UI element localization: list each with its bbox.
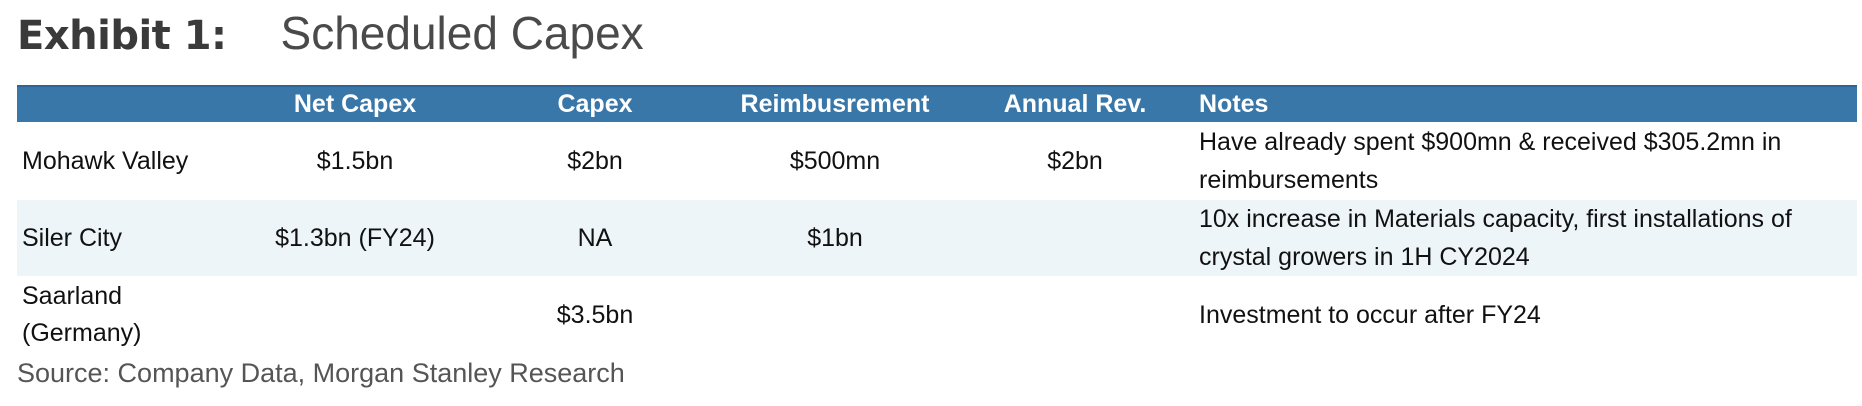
source-note: Source: Company Data, Morgan Stanley Res… [17,358,625,388]
exhibit-title: Exhibit 1: Scheduled Capex [17,6,644,60]
cell-notes: Have already spent $900mn & received $30… [1195,122,1857,200]
header-notes: Notes [1195,85,1857,122]
table-row: Saarland (Germany) $3.5bn Investment to … [17,276,1857,354]
cell-site: Siler City [17,200,235,276]
cell-reimbursement: $1bn [715,200,955,276]
exhibit-label: Exhibit 1: [17,13,227,59]
cell-notes: 10x increase in Materials capacity, firs… [1195,200,1857,276]
table-row: Siler City $1.3bn (FY24) NA $1bn 10x inc… [17,200,1857,276]
header-site [17,85,235,122]
cell-site: Mohawk Valley [17,122,235,200]
cell-net-capex: $1.5bn [235,122,475,200]
cell-capex: $2bn [475,122,715,200]
cell-annual-rev [955,276,1195,354]
header-capex: Capex [475,85,715,122]
cell-capex: $3.5bn [475,276,715,354]
cell-net-capex [235,276,475,354]
cell-reimbursement: $500mn [715,122,955,200]
cell-notes: Investment to occur after FY24 [1195,276,1857,354]
header-reimbursement: Reimbusrement [715,85,955,122]
header-annual-rev: Annual Rev. [955,85,1195,122]
cell-capex: NA [475,200,715,276]
cell-annual-rev: $2bn [955,122,1195,200]
cell-annual-rev [955,200,1195,276]
capex-table: Net Capex Capex Reimbusrement Annual Rev… [17,85,1857,354]
exhibit-name: Scheduled Capex [280,7,644,59]
cell-reimbursement [715,276,955,354]
cell-site: Saarland (Germany) [17,276,235,354]
header-net-capex: Net Capex [235,85,475,122]
table-header-row: Net Capex Capex Reimbusrement Annual Rev… [17,85,1857,122]
table-row: Mohawk Valley $1.5bn $2bn $500mn $2bn Ha… [17,122,1857,200]
cell-net-capex: $1.3bn (FY24) [235,200,475,276]
